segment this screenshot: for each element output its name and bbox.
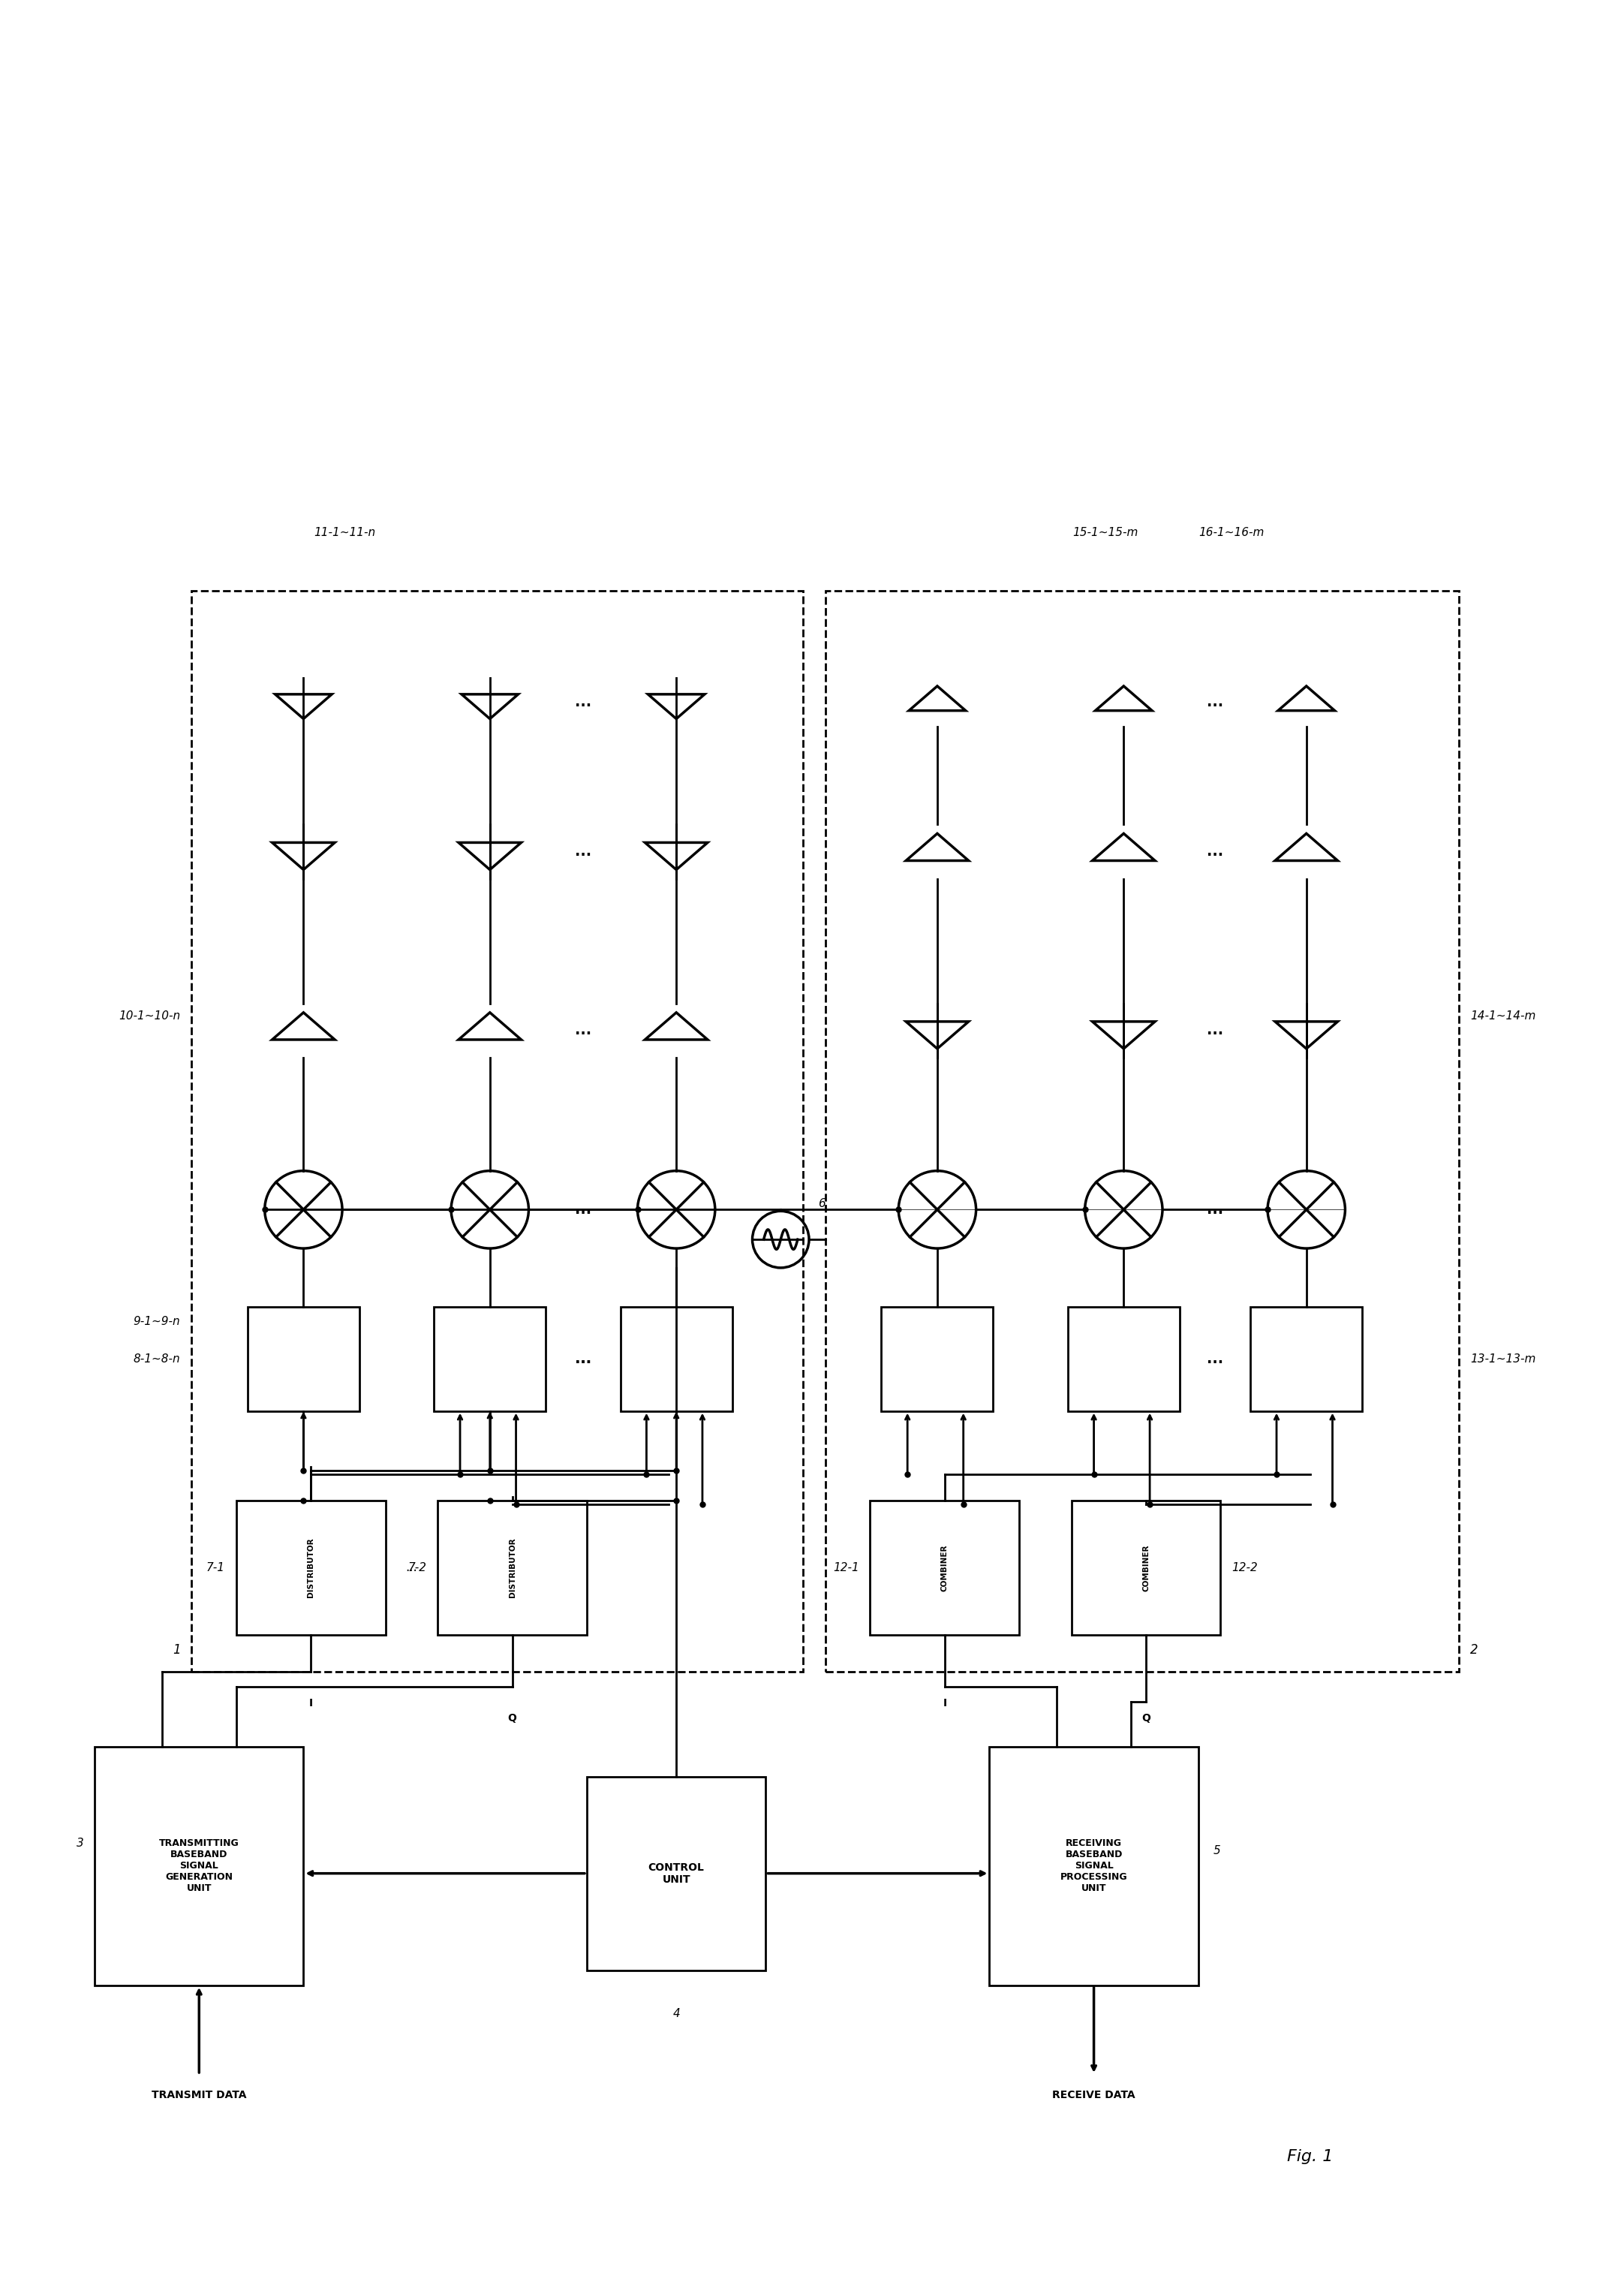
FancyBboxPatch shape xyxy=(1067,1306,1179,1411)
Text: ...: ... xyxy=(575,844,591,858)
FancyBboxPatch shape xyxy=(882,1306,994,1411)
Text: Q: Q xyxy=(1142,1714,1150,1723)
Text: ...: ... xyxy=(575,1352,591,1366)
Text: ...: ... xyxy=(575,1352,591,1366)
Text: 2: 2 xyxy=(1470,1643,1478,1657)
Text: 9-1~9-n: 9-1~9-n xyxy=(133,1316,180,1327)
Text: DISTRIBUTOR: DISTRIBUTOR xyxy=(307,1539,315,1598)
Text: ...: ... xyxy=(575,694,591,710)
Text: 1: 1 xyxy=(172,1643,180,1657)
Text: I: I xyxy=(309,1698,313,1709)
Text: CONTROL
UNIT: CONTROL UNIT xyxy=(648,1862,705,1885)
FancyBboxPatch shape xyxy=(192,589,802,1673)
Text: ...: ... xyxy=(1207,1024,1223,1038)
FancyBboxPatch shape xyxy=(1072,1500,1221,1634)
Text: 14-1~14-m: 14-1~14-m xyxy=(1470,1011,1536,1022)
Text: ...: ... xyxy=(1207,1352,1223,1366)
FancyBboxPatch shape xyxy=(237,1500,385,1634)
FancyBboxPatch shape xyxy=(825,589,1460,1673)
FancyBboxPatch shape xyxy=(94,1746,304,1985)
Text: 12-2: 12-2 xyxy=(1231,1561,1259,1573)
FancyBboxPatch shape xyxy=(438,1500,586,1634)
Text: 10-1~10-n: 10-1~10-n xyxy=(119,1011,180,1022)
Text: ...: ... xyxy=(1207,694,1223,710)
Text: 12-1: 12-1 xyxy=(833,1561,859,1573)
Text: 7-1: 7-1 xyxy=(206,1561,226,1573)
Text: 7-2: 7-2 xyxy=(408,1561,427,1573)
Text: 3: 3 xyxy=(76,1839,83,1848)
Text: COMBINER: COMBINER xyxy=(940,1543,948,1591)
Text: 6: 6 xyxy=(818,1199,825,1209)
Text: ...: ... xyxy=(1207,1202,1223,1218)
Text: 8-1~8-n: 8-1~8-n xyxy=(133,1354,180,1363)
FancyBboxPatch shape xyxy=(434,1306,546,1411)
Text: ...: ... xyxy=(575,1024,591,1038)
Text: I: I xyxy=(944,1698,947,1709)
FancyBboxPatch shape xyxy=(1250,1306,1363,1411)
Text: DISTRIBUTOR: DISTRIBUTOR xyxy=(508,1539,516,1598)
FancyBboxPatch shape xyxy=(870,1500,1020,1634)
Text: 4: 4 xyxy=(672,2007,680,2019)
Text: ...: ... xyxy=(406,1561,417,1575)
Text: ...: ... xyxy=(1207,844,1223,858)
FancyBboxPatch shape xyxy=(586,1778,767,1971)
Text: TRANSMITTING
BASEBAND
SIGNAL
GENERATION
UNIT: TRANSMITTING BASEBAND SIGNAL GENERATION … xyxy=(159,1839,239,1894)
FancyBboxPatch shape xyxy=(247,1306,359,1411)
Text: 13-1~13-m: 13-1~13-m xyxy=(1470,1354,1536,1363)
Text: RECEIVING
BASEBAND
SIGNAL
PROCESSING
UNIT: RECEIVING BASEBAND SIGNAL PROCESSING UNI… xyxy=(1060,1839,1127,1894)
FancyBboxPatch shape xyxy=(989,1746,1199,1985)
Text: 11-1~11-n: 11-1~11-n xyxy=(313,528,375,539)
Text: COMBINER: COMBINER xyxy=(1142,1543,1150,1591)
Text: 5: 5 xyxy=(1213,1846,1221,1857)
Text: Fig. 1: Fig. 1 xyxy=(1288,2149,1333,2164)
FancyBboxPatch shape xyxy=(620,1306,732,1411)
Text: 16-1~16-m: 16-1~16-m xyxy=(1199,528,1265,539)
Text: ...: ... xyxy=(575,1202,591,1218)
Text: TRANSMIT DATA: TRANSMIT DATA xyxy=(151,2089,247,2101)
Text: 15-1~15-m: 15-1~15-m xyxy=(1072,528,1138,539)
Text: RECEIVE DATA: RECEIVE DATA xyxy=(1052,2089,1135,2101)
Text: Q: Q xyxy=(508,1714,516,1723)
